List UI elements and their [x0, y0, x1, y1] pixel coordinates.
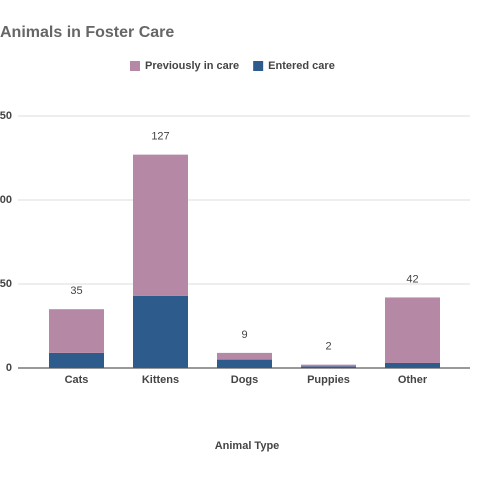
y-tick-label: 0	[6, 362, 12, 374]
legend-swatch	[130, 61, 140, 71]
bar-segment	[301, 366, 356, 368]
total-label: 35	[70, 285, 82, 297]
total-label: 127	[151, 131, 169, 143]
x-tick-label: Other	[398, 374, 428, 386]
x-axis-title: Animal Type	[215, 440, 280, 452]
x-tick-label: Cats	[65, 374, 89, 386]
x-tick-label: Kittens	[142, 374, 179, 386]
bar-segment	[217, 359, 272, 368]
bar-segment	[133, 295, 188, 368]
bar-segment	[49, 352, 104, 368]
bar-segment	[217, 352, 272, 360]
bar-segment	[301, 364, 356, 367]
legend-swatch	[253, 61, 264, 71]
y-tick-label: 100	[0, 194, 12, 206]
chart-title: Animals in Foster Care	[0, 24, 174, 41]
bar-segment	[385, 362, 440, 368]
y-tick-label: 50	[0, 278, 12, 290]
y-tick-label: 150	[0, 110, 12, 122]
bar-segment	[49, 309, 104, 353]
legend-label: Entered care	[268, 60, 335, 72]
legend-label: Previously in care	[145, 60, 239, 72]
total-label: 2	[325, 341, 331, 353]
bar-segment	[133, 154, 188, 296]
x-tick-label: Dogs	[231, 374, 259, 386]
x-tick-label: Puppies	[307, 374, 350, 386]
total-label: 9	[241, 329, 247, 341]
total-label: 42	[406, 273, 418, 285]
bar-segment	[385, 297, 440, 363]
